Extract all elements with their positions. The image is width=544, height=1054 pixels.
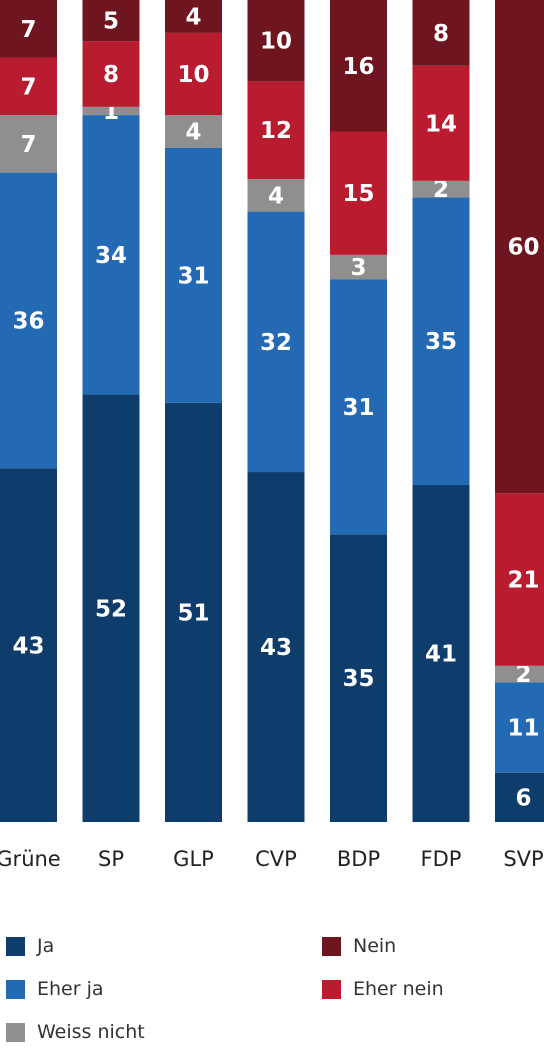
data-label-fdp-eher-nein: 14 [425, 111, 457, 137]
data-label-bdp-nein: 16 [342, 54, 374, 80]
legend-item-eher-nein: Eher nein [322, 975, 444, 1003]
category-label-bdp: BDP [337, 847, 380, 871]
bar-segment-bdp-eher-nein [330, 131, 387, 255]
data-label-fdp-weiss-nicht: 2 [433, 177, 449, 203]
bar-segment-cvp-weiss-nicht [247, 179, 305, 212]
bar-segment-glp-eher-ja [165, 147, 222, 403]
bar-segment-fdp-eher-ja [412, 197, 470, 485]
legend-label-ja: Ja [37, 935, 55, 957]
category-label-fdp: FDP [421, 847, 462, 871]
data-label-sp-eher-nein: 8 [103, 62, 119, 88]
bar-segment-cvp-ja [247, 472, 305, 822]
category-label-cvp: CVP [255, 847, 297, 871]
data-label-glp-eher-nein: 10 [177, 62, 209, 88]
data-label-gruene-eher-nein: 7 [20, 74, 36, 100]
bar-segment-svp-eher-ja [495, 682, 544, 773]
data-label-gruene-weiss-nicht: 7 [20, 132, 36, 158]
bar-segment-gruene-ja [0, 468, 57, 822]
data-label-svp-weiss-nicht: 2 [515, 662, 531, 688]
data-label-svp-eher-ja: 11 [507, 715, 539, 741]
data-label-glp-nein: 4 [185, 4, 201, 30]
legend-swatch-eher-nein [322, 979, 341, 999]
legend-item-nein: Nein [322, 932, 396, 960]
legend-label-nein: Nein [353, 935, 397, 957]
category-label-glp: GLP [173, 847, 214, 871]
legend-label-weiss-nicht: Weiss nicht [37, 1021, 145, 1043]
data-label-svp-eher-nein: 21 [507, 568, 539, 594]
legend-swatch-ja [6, 936, 25, 956]
bar-segment-svp-eher-nein [495, 493, 544, 666]
bar-segment-fdp-eher-nein [412, 65, 470, 181]
legend-item-ja: Ja [6, 932, 54, 960]
bar-segment-cvp-nein [247, 0, 305, 82]
data-label-cvp-nein: 10 [260, 29, 292, 55]
legend-swatch-eher-ja [6, 979, 25, 999]
category-label-gruene: Grüne [0, 847, 61, 871]
bar-segment-cvp-eher-ja [247, 211, 305, 473]
bar-segment-bdp-nein [330, 0, 387, 132]
bar-segment-gruene-nein [0, 0, 57, 58]
data-label-fdp-nein: 8 [433, 21, 449, 47]
legend-swatch-nein [322, 936, 341, 956]
data-label-cvp-ja: 43 [260, 635, 292, 661]
bar-segment-sp-nein [82, 0, 140, 42]
bar-segment-svp-weiss-nicht [495, 665, 544, 683]
legend-item-weiss-nicht: Weiss nicht [6, 1018, 145, 1046]
data-label-glp-weiss-nicht: 4 [185, 120, 201, 146]
legend-item-eher-ja: Eher ja [6, 975, 104, 1003]
legend-label-eher-nein: Eher nein [353, 978, 444, 1000]
data-label-svp-ja: 6 [515, 785, 531, 811]
data-label-bdp-eher-ja: 31 [342, 395, 374, 421]
data-label-gruene-nein: 7 [20, 17, 36, 43]
data-label-glp-ja: 51 [177, 600, 209, 626]
bar-segment-svp-nein [495, 0, 544, 494]
legend: Ja Eher ja Weiss nicht Nein Eher nein [0, 920, 544, 1054]
category-label-svp: SVP [503, 847, 543, 871]
data-label-sp-nein: 5 [103, 9, 119, 35]
bar-segment-glp-weiss-nicht [165, 115, 222, 148]
legend-swatch-weiss-nicht [6, 1022, 25, 1042]
bar-segment-gruene-eher-ja [0, 172, 57, 469]
bar-segment-glp-eher-nein [165, 32, 222, 116]
data-label-fdp-ja: 41 [425, 641, 457, 667]
data-label-gruene-ja: 43 [12, 633, 44, 659]
bar-segment-sp-weiss-nicht [82, 106, 140, 116]
bar-segment-sp-eher-ja [82, 115, 140, 395]
bar-segment-bdp-ja [330, 534, 387, 822]
data-label-cvp-weiss-nicht: 4 [268, 183, 284, 209]
bar-segment-bdp-eher-ja [330, 279, 387, 535]
data-label-sp-eher-ja: 34 [95, 243, 127, 269]
bar-segment-fdp-ja [412, 484, 470, 822]
data-label-svp-nein: 60 [507, 235, 539, 261]
data-label-bdp-eher-nein: 15 [342, 181, 374, 207]
data-label-gruene-eher-ja: 36 [12, 309, 44, 335]
bar-segment-sp-eher-nein [82, 41, 140, 107]
bar-segment-glp-ja [165, 402, 222, 822]
bar-segment-fdp-weiss-nicht [412, 180, 470, 198]
bar-segment-glp-nein [165, 0, 222, 33]
data-label-bdp-weiss-nicht: 3 [350, 255, 366, 281]
data-label-cvp-eher-nein: 12 [260, 118, 292, 144]
bar-segment-bdp-weiss-nicht [330, 254, 387, 280]
data-label-glp-eher-ja: 31 [177, 263, 209, 289]
data-label-cvp-eher-ja: 32 [260, 330, 292, 356]
data-label-bdp-ja: 35 [342, 666, 374, 692]
legend-label-eher-ja: Eher ja [37, 978, 104, 1000]
data-label-sp-ja: 52 [95, 596, 127, 622]
bar-segment-fdp-nein [412, 0, 470, 66]
bar-segment-gruene-weiss-nicht [0, 115, 57, 173]
bar-segment-gruene-eher-nein [0, 57, 57, 116]
bar-segment-cvp-eher-nein [247, 81, 305, 180]
bar-segment-sp-ja [82, 394, 140, 822]
category-label-sp: SP [98, 847, 124, 871]
bar-segment-svp-ja [495, 772, 544, 822]
data-label-fdp-eher-ja: 35 [425, 329, 457, 355]
